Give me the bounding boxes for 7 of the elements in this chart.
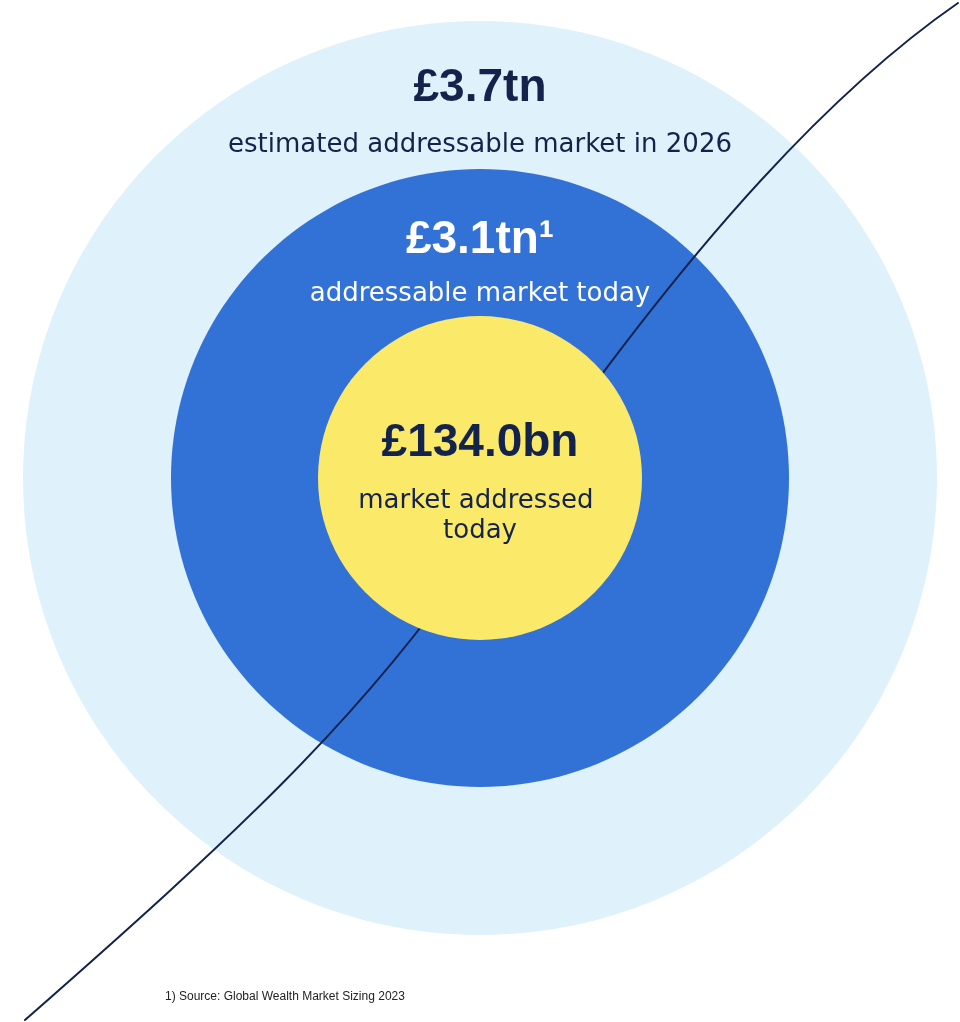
category-label: estimated addressable market in 2026 (228, 128, 732, 158)
category-label: addressable market today (309, 277, 651, 307)
category-label: market addressed today (358, 484, 602, 544)
text: 1) Source: Global Wealth Market Sizing 2023 (165, 989, 406, 1003)
data-label: £134.0bn (381, 414, 579, 466)
data-label: £3.7tn (413, 59, 547, 111)
data-label: £3.1tn¹ (405, 211, 555, 263)
